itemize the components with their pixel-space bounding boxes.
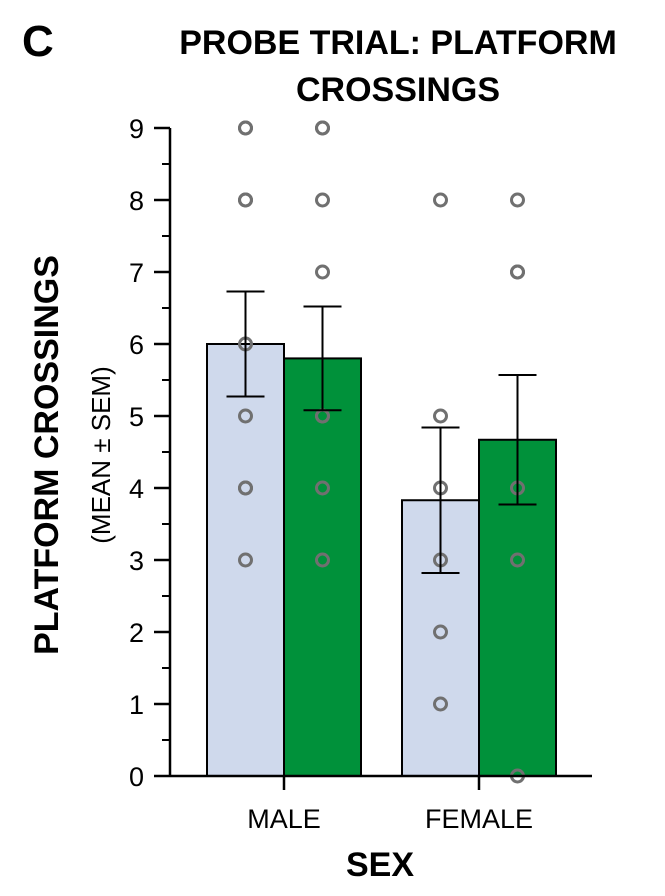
y-axis-title: PLATFORM CROSSINGS bbox=[28, 255, 66, 655]
data-point bbox=[315, 120, 330, 136]
x-tick-label-male: MALE bbox=[247, 804, 321, 834]
data-point bbox=[238, 552, 253, 568]
data-point bbox=[238, 408, 253, 424]
y-tick-label: 5 bbox=[129, 402, 144, 432]
data-point bbox=[238, 192, 253, 208]
data-point bbox=[315, 552, 330, 568]
plot-area: 0 1 2 3 4 5 6 7 8 9 MALE FEMALE bbox=[129, 114, 592, 834]
bar-male-series-1 bbox=[206, 343, 285, 777]
y-tick-label: 8 bbox=[129, 186, 144, 216]
data-point bbox=[238, 480, 253, 496]
y-axis-subtitle: (MEAN ± SEM) bbox=[86, 366, 116, 544]
data-point bbox=[315, 264, 330, 280]
data-point bbox=[510, 192, 525, 208]
chart-title-line-1: PROBE TRIAL: PLATFORM bbox=[179, 24, 617, 62]
data-point bbox=[315, 480, 330, 496]
y-tick-label: 7 bbox=[129, 258, 144, 288]
data-point bbox=[433, 624, 448, 640]
data-point bbox=[433, 696, 448, 712]
data-point bbox=[315, 192, 330, 208]
data-point bbox=[433, 408, 448, 424]
data-point bbox=[433, 192, 448, 208]
y-tick-label: 4 bbox=[129, 474, 144, 504]
x-tick-label-female: FEMALE bbox=[425, 804, 533, 834]
data-point bbox=[510, 264, 525, 280]
y-tick-label: 6 bbox=[129, 330, 144, 360]
y-tick-label: 9 bbox=[129, 114, 144, 144]
y-tick-label: 0 bbox=[129, 762, 144, 792]
y-axis-label: PLATFORM CROSSINGS bbox=[28, 255, 66, 655]
y-axis-sublabel: (MEAN ± SEM) bbox=[86, 366, 116, 544]
y-tick-label: 3 bbox=[129, 546, 144, 576]
y-tick-label: 1 bbox=[129, 690, 144, 720]
data-point bbox=[238, 120, 253, 136]
chart-title-line-2: CROSSINGS bbox=[296, 71, 500, 109]
data-point bbox=[510, 552, 525, 568]
panel-label: C bbox=[22, 17, 54, 66]
y-tick-label: 2 bbox=[129, 618, 144, 648]
x-axis-label: SEX bbox=[346, 846, 414, 884]
